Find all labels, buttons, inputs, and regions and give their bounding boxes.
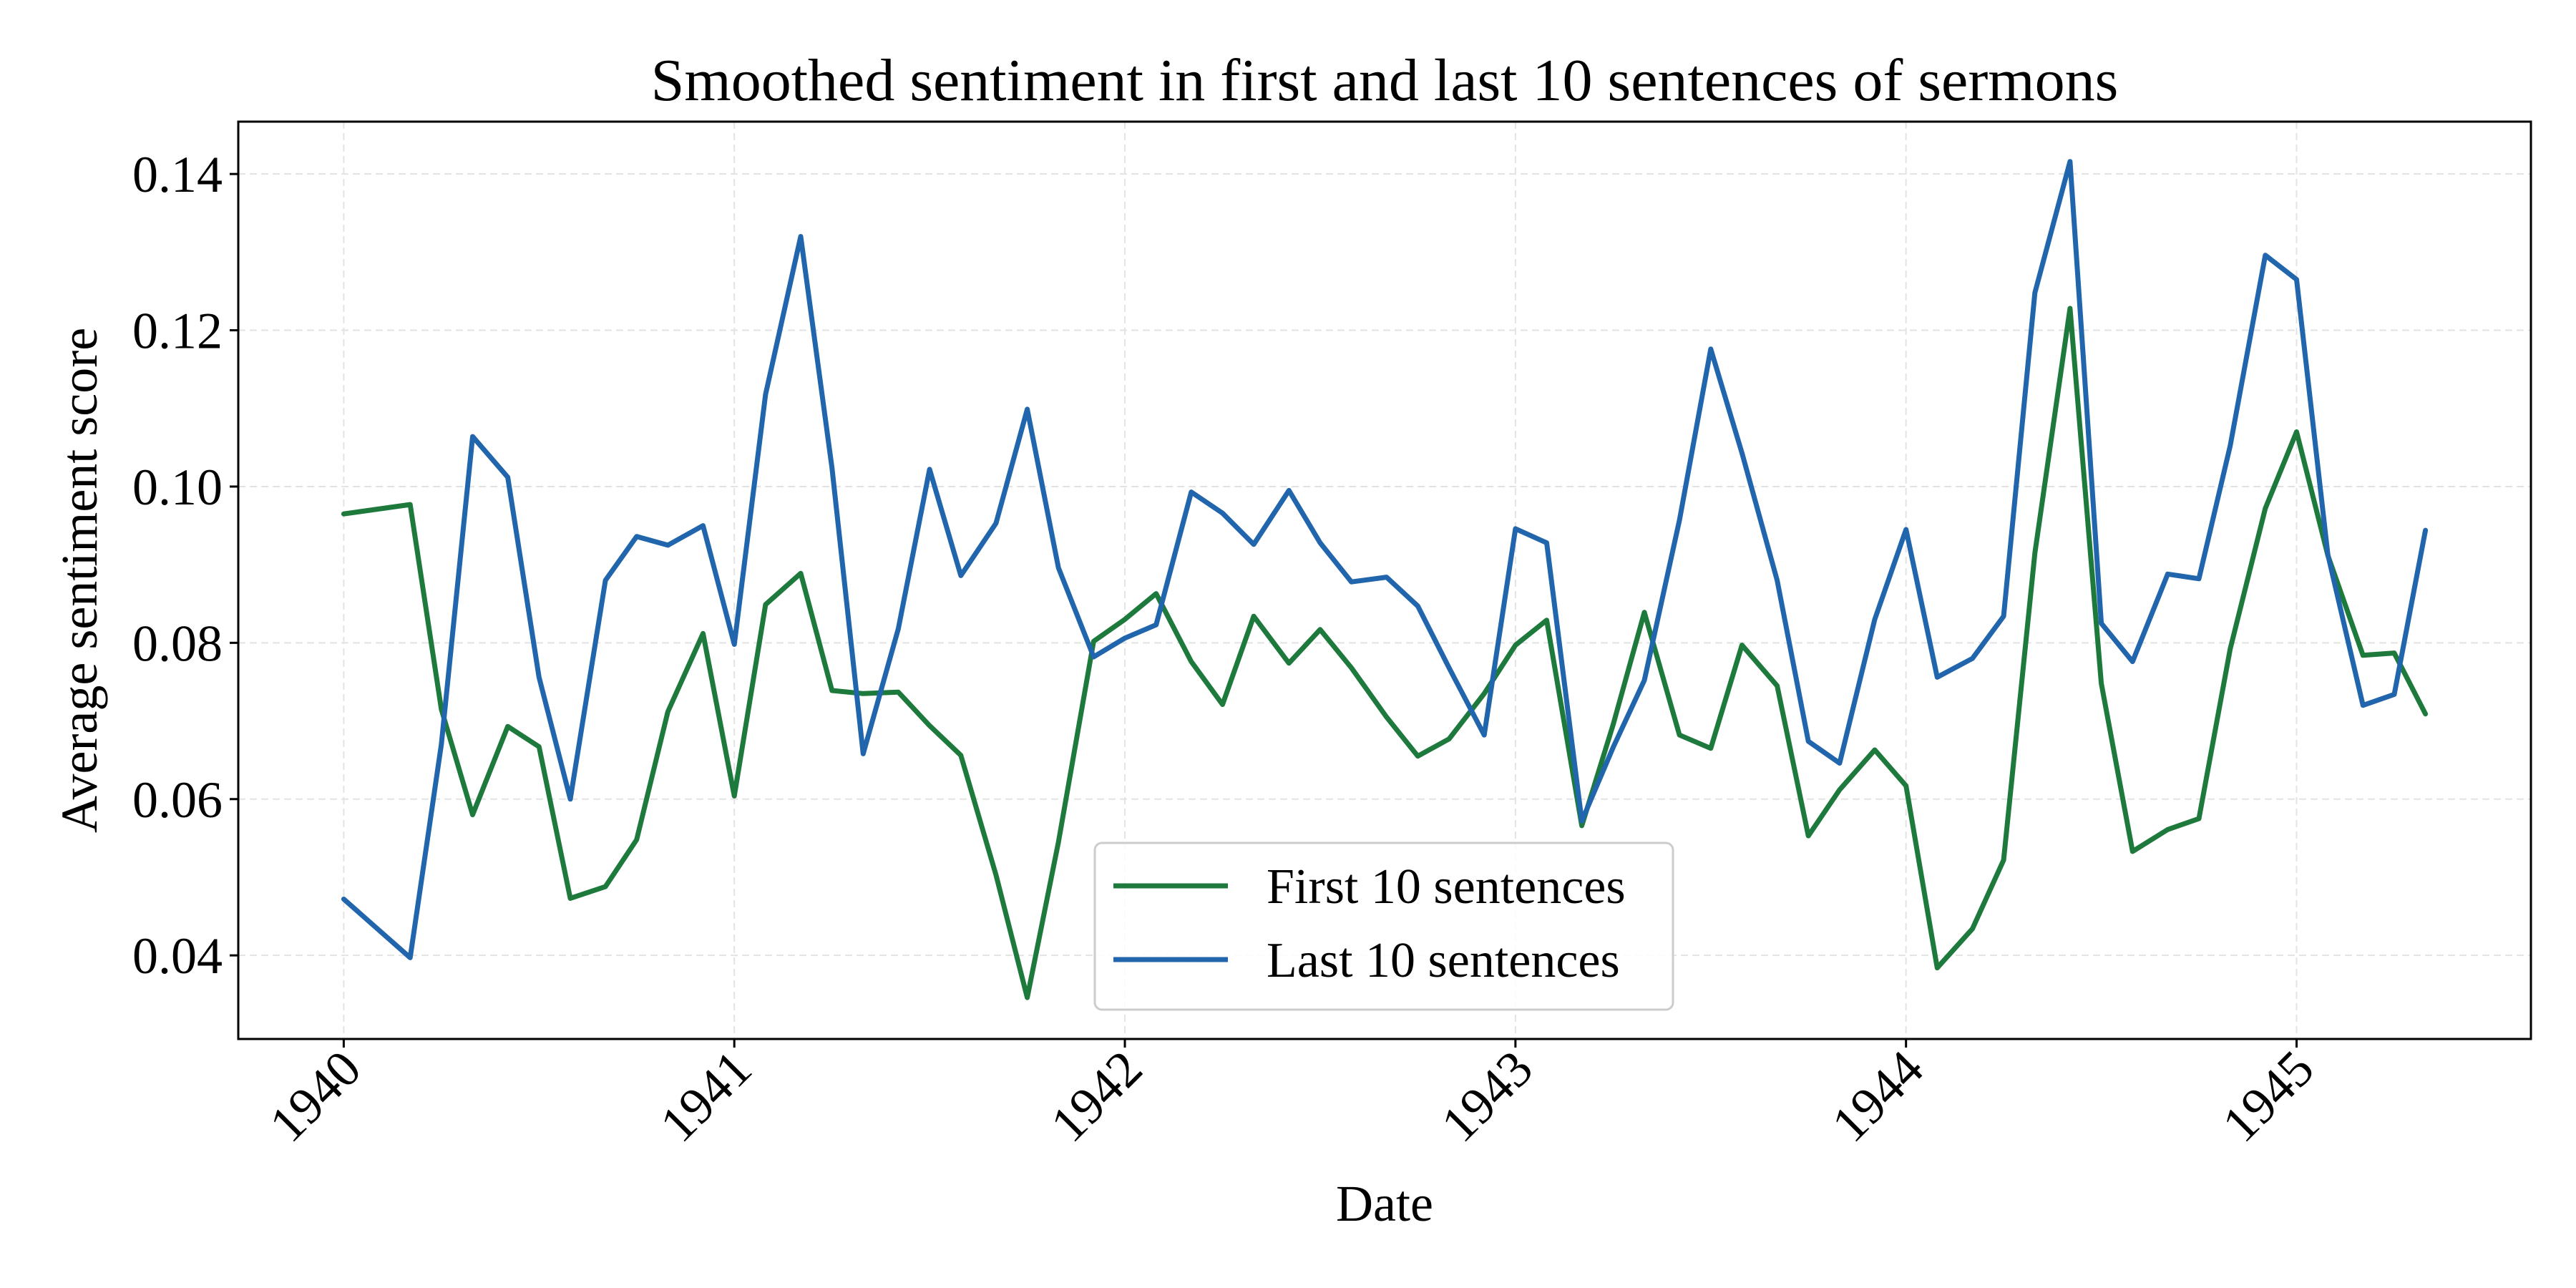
y-axis-label: Average sentiment score: [51, 328, 108, 833]
x-tick-label: 1944: [1821, 1040, 1934, 1153]
y-tick-label: 0.08: [132, 615, 223, 672]
y-tick-label: 0.14: [132, 146, 223, 203]
x-tick-label: 1940: [258, 1040, 371, 1153]
chart-title: Smoothed sentiment in first and last 10 …: [651, 47, 2119, 114]
legend: First 10 sentences Last 10 sentences: [1093, 841, 1674, 1011]
series-line-last: [341, 159, 2429, 960]
x-tick-label: 1943: [1430, 1040, 1543, 1153]
x-tick-label: 1941: [649, 1040, 762, 1153]
legend-label-first: First 10 sentences: [1267, 859, 1626, 914]
y-tick-label: 0.12: [132, 303, 223, 360]
x-tick-label: 1942: [1040, 1040, 1153, 1153]
y-tick-label: 0.04: [132, 927, 223, 985]
series-line-first: [341, 306, 2429, 1000]
series-lines: [341, 159, 2429, 1000]
legend-box: [1093, 841, 1674, 1011]
y-tick-label: 0.06: [132, 771, 223, 829]
legend-label-last: Last 10 sentences: [1267, 933, 1620, 988]
y-tick-label: 0.10: [132, 459, 223, 516]
x-axis: 1940 1941 1942 1943 1944 1945: [258, 1039, 2325, 1153]
y-axis: 0.04 0.06 0.08 0.10 0.12 0.14: [132, 146, 238, 985]
x-tick-label: 1945: [2211, 1040, 2324, 1153]
x-axis-label: Date: [1336, 1175, 1433, 1232]
plot-area-frame: [237, 120, 2532, 1040]
